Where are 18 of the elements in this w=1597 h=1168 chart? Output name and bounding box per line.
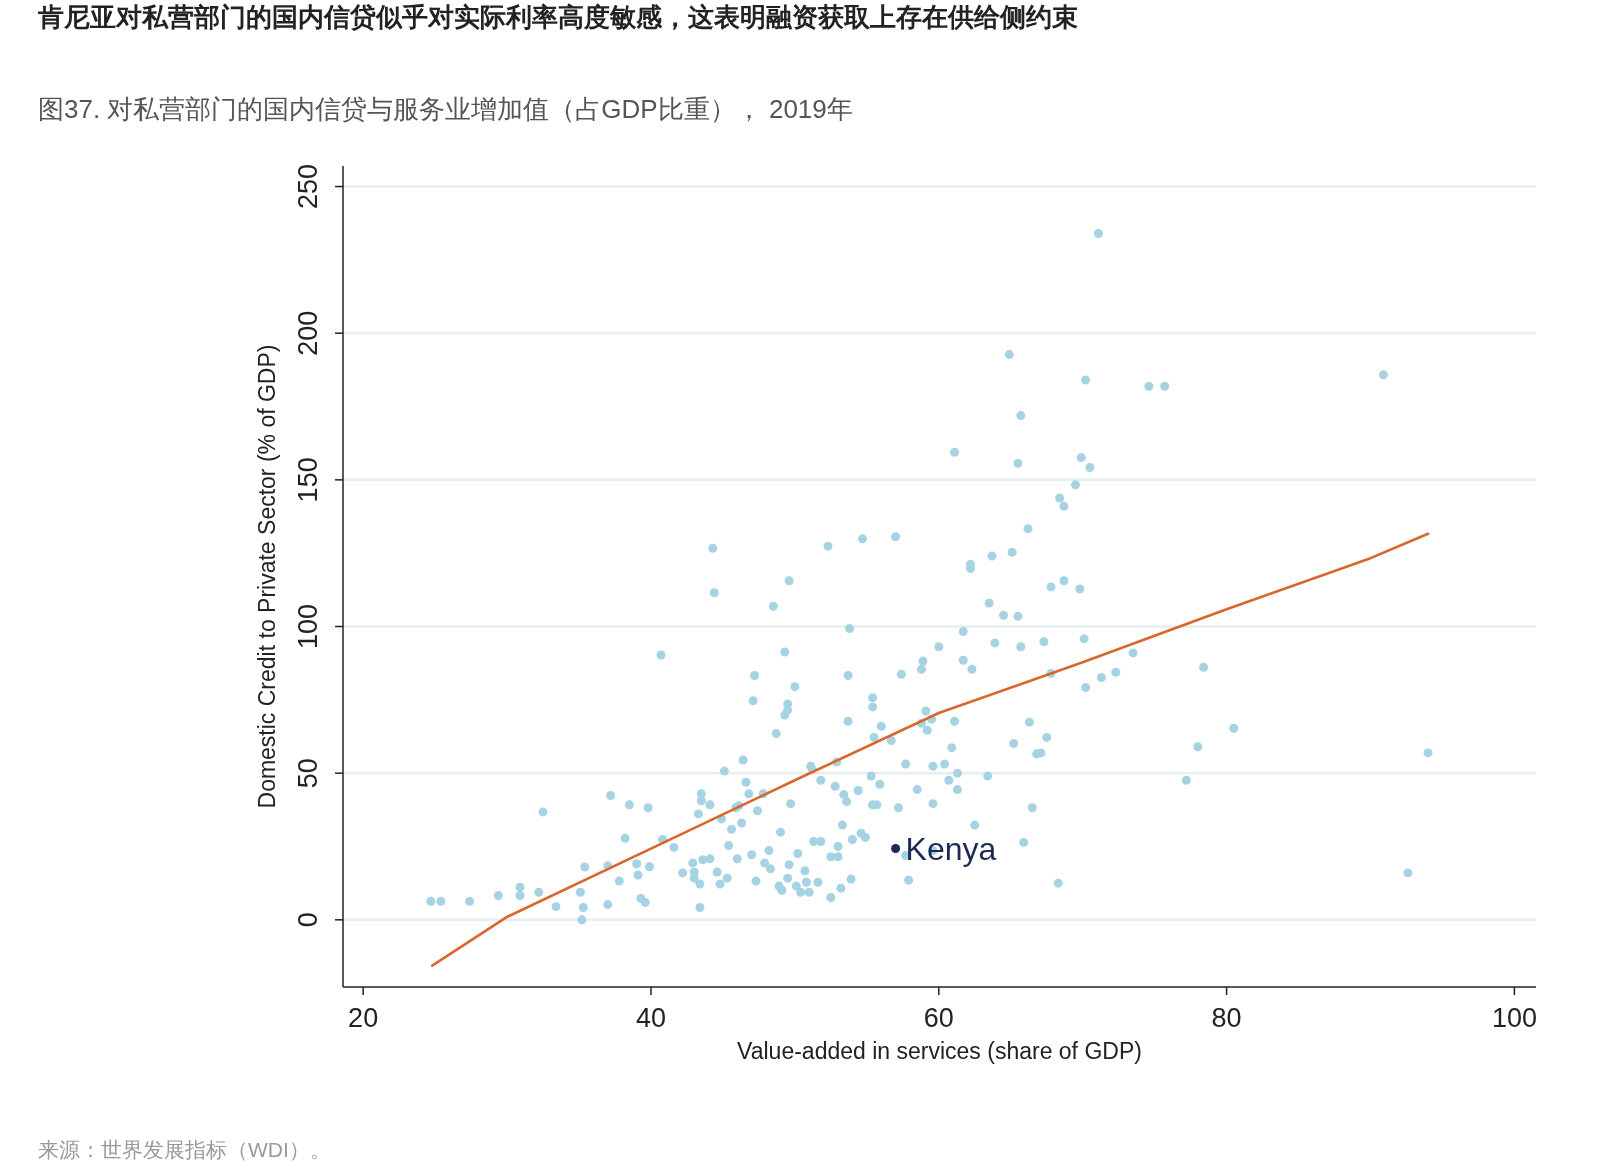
x-tick-label: 60 [923, 1003, 954, 1033]
y-axis-title: Domestic Credit to Private Sector (% of GDP) [254, 344, 280, 809]
x-tick-label: 20 [348, 1003, 379, 1033]
y-tick-label: 200 [293, 310, 323, 356]
y-tick-label: 100 [293, 603, 323, 650]
chart-subtitle: 图37. 对私营部门的国内信贷与服务业增加值（占GDP比重）， 2019年 [38, 94, 853, 124]
source-note: 来源：世界发展指标（WDI）。 [38, 1138, 331, 1161]
x-tick-label: 40 [635, 1003, 666, 1033]
chart-title: 肯尼亚对私营部门的国内信贷似乎对实际利率高度敏感，这表明融资获取上存在供给侧约束 [37, 2, 1078, 32]
y-tick-label: 150 [293, 457, 323, 503]
line-series [430, 532, 1430, 967]
x-axis-title: Value-added in services (share of GDP) [737, 1038, 1142, 1064]
x-tick-label: 80 [1211, 1003, 1242, 1033]
y-tick-label: 50 [293, 758, 323, 789]
x-tick-label: 100 [1491, 1003, 1537, 1033]
y-tick-label: 250 [293, 164, 323, 210]
y-tick-label: 0 [293, 912, 323, 928]
series-label: Kenya [905, 830, 997, 867]
